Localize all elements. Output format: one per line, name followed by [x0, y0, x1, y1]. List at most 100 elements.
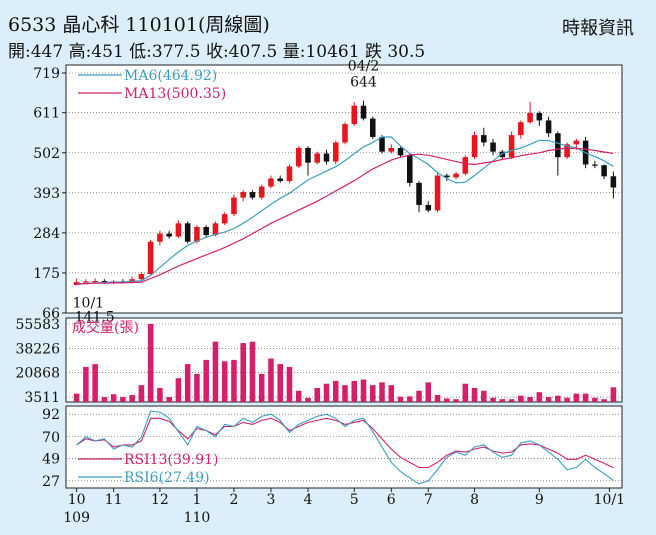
candle-body	[407, 155, 413, 183]
x-tick-label: 6	[387, 492, 396, 508]
volume-bar	[194, 373, 200, 402]
volume-bar	[462, 383, 469, 402]
volume-bar	[425, 382, 432, 402]
candle-body	[555, 133, 561, 158]
ohlc-summary: 開:447 高:451 低:377.5 收:407.5 量:10461 跌 30…	[8, 42, 426, 62]
volume-bar	[481, 390, 487, 402]
price-panel	[65, 64, 623, 314]
volume-bar	[416, 390, 422, 402]
candle-body	[268, 178, 274, 187]
candle-body	[286, 166, 293, 182]
candle-body	[295, 147, 302, 167]
volume-bar	[601, 399, 607, 402]
candle-body	[166, 233, 172, 237]
volume-bar	[249, 341, 256, 402]
candle-body	[129, 279, 135, 283]
candle-body	[499, 151, 506, 158]
volume-bar	[175, 378, 182, 402]
x-tick-label: 12	[151, 492, 169, 508]
candle-body	[379, 136, 385, 152]
source-label: 時報資訊	[562, 18, 634, 39]
volume-tick-label: 38226	[15, 341, 60, 357]
volume-bar	[407, 396, 413, 402]
volume-bar	[138, 385, 145, 402]
candle-body	[490, 142, 496, 152]
volume-bar	[221, 361, 228, 402]
volume-bar	[508, 399, 515, 402]
volume-bar	[397, 396, 404, 402]
high-value-annotation: 644	[350, 75, 377, 91]
x-tick-label: 8	[470, 492, 479, 508]
x-tick-label: 5	[350, 492, 359, 508]
chart-title: 6533 晶心科 110101(周線圖)	[8, 14, 270, 36]
candle-body	[175, 223, 182, 237]
volume-bar	[342, 385, 348, 402]
volume-bar	[314, 387, 321, 402]
candle-body	[138, 274, 145, 280]
volume-tick-label: 55583	[15, 317, 60, 333]
candle-body	[221, 214, 228, 224]
candle-body	[323, 153, 330, 162]
volume-bar	[536, 392, 543, 402]
x-tick-label: 10	[68, 492, 86, 508]
candle-body	[184, 223, 191, 242]
candle-body	[545, 120, 552, 134]
volume-bar	[323, 383, 330, 402]
ma6-legend-label: MA6(464.92)	[124, 68, 217, 84]
volume-bar	[277, 364, 283, 402]
volume-bar	[286, 366, 293, 402]
volume-bar	[295, 390, 302, 402]
low-value-annotation: 141.5	[75, 309, 115, 325]
volume-bar	[573, 393, 580, 402]
volume-bar	[305, 397, 311, 402]
candle-body	[471, 135, 478, 158]
volume-bar	[83, 366, 89, 402]
volume-bar	[592, 397, 598, 402]
candle-body	[573, 140, 580, 145]
volume-bar	[240, 343, 246, 402]
ma6-line	[76, 136, 614, 285]
volume-bar	[268, 358, 274, 402]
x-tick-label: 2	[229, 492, 238, 508]
x-tick-label: 7	[424, 492, 433, 508]
candle-body	[536, 113, 543, 121]
ma-legend: MA6(464.92) MA13(500.35)	[78, 68, 226, 102]
rsi-legend: RSI13(39.91) RSI6(27.49)	[78, 452, 219, 486]
candle-body	[444, 175, 450, 178]
volume-bar	[388, 385, 395, 402]
volume-bar	[555, 395, 561, 402]
volume-label: 成交量(張)	[72, 319, 139, 336]
candle-body	[277, 178, 283, 182]
price-tick-label: 719	[33, 66, 60, 82]
candle-body	[425, 204, 432, 211]
volume-tick-label: 3511	[24, 390, 60, 406]
candle-body	[92, 281, 98, 283]
volume-bar	[184, 364, 191, 402]
volume-bar	[564, 397, 570, 402]
candle-body	[147, 241, 154, 275]
candle-body	[258, 186, 265, 198]
volume-bar	[147, 324, 154, 402]
x-tick-label: 10/1	[594, 492, 625, 508]
price-tick-label: 611	[33, 106, 60, 122]
volume-bar	[258, 373, 265, 402]
candle-body	[397, 147, 404, 156]
volume-bar	[351, 380, 358, 402]
candle-body	[434, 175, 441, 211]
candle-body	[453, 173, 459, 178]
x-tick-label: 1	[192, 492, 201, 508]
rsi-tick-label: 92	[42, 407, 60, 423]
volume-bar	[212, 341, 219, 402]
candle-body	[369, 118, 376, 137]
candle-body	[157, 233, 163, 242]
candle-body	[527, 113, 533, 123]
volume-bar	[360, 379, 367, 402]
high-date-annotation: 04/2	[348, 59, 379, 75]
candle-body	[481, 135, 487, 143]
candle-body	[592, 164, 598, 166]
rsi-tick-label: 70	[42, 430, 60, 446]
volume-bar	[332, 380, 339, 402]
volume-bar	[231, 359, 237, 402]
volume-bar	[545, 397, 552, 402]
